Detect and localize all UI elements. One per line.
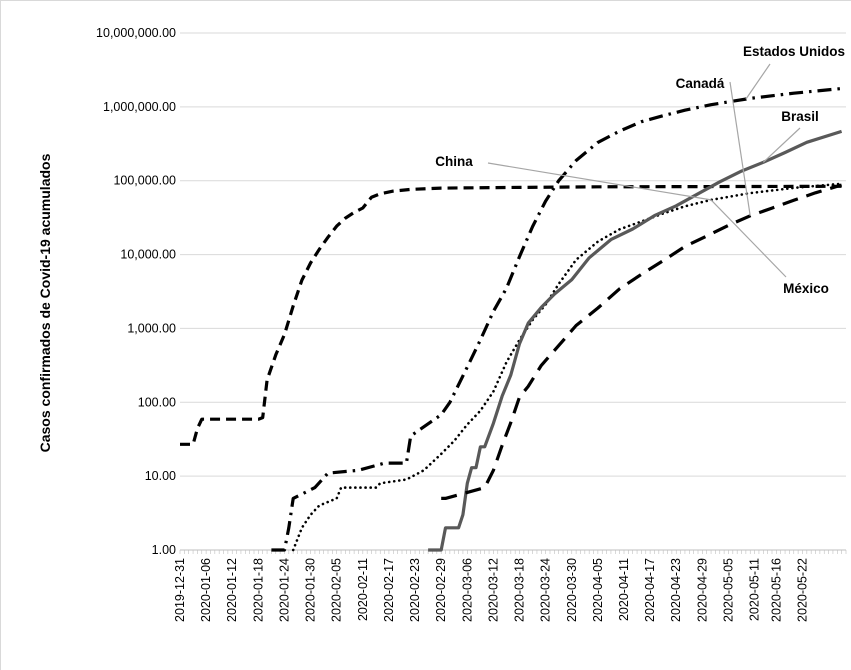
x-tick-label: 2020-02-11 (356, 558, 370, 621)
x-tick-label: 2020-05-11 (748, 558, 762, 621)
y-tick-label: 10,000,000.00 (96, 26, 176, 40)
x-tick-label: 2020-04-23 (669, 558, 683, 622)
annotation-label: Brasil (781, 109, 819, 124)
annotation-leader (487, 162, 712, 201)
x-tick-label: 2020-04-05 (591, 558, 605, 622)
x-tick-label: 2020-03-24 (539, 558, 553, 622)
x-tick-label: 2020-05-22 (796, 558, 810, 622)
annotation-leader (729, 81, 751, 216)
y-tick-label: 1.00 (152, 543, 176, 557)
x-tick-label: 2020-01-30 (304, 558, 318, 622)
x-tick-label: 2020-04-17 (643, 558, 657, 622)
x-tick-label: 2020-01-24 (278, 558, 292, 622)
y-tick-label: 1,000.00 (127, 321, 176, 335)
x-axis: 2019-12-31 2020-01-06 2020-01-12 2020-01-18… (173, 549, 847, 622)
x-tick-label: 2020-05-05 (722, 558, 736, 622)
x-tick-label: 2020-01-18 (251, 558, 265, 622)
y-axis-ticks: 1.00 10.00 100.00 1,000.00 10,000.00 100,000.… (96, 26, 176, 557)
annotation-label: Estados Unidos (743, 44, 845, 59)
annotations: Estados Unidos Canadá Brasil China México (435, 44, 845, 296)
x-tick-label: 2020-02-29 (434, 558, 448, 622)
y-tick-label: 100,000.00 (113, 174, 176, 188)
y-tick-label: 100.00 (138, 395, 176, 409)
y-tick-label: 10.00 (145, 469, 176, 483)
x-tick-label: 2020-01-06 (199, 558, 213, 622)
x-tick-label: 2020-03-12 (486, 558, 500, 622)
series-line (441, 183, 843, 500)
x-tick-label: 2020-03-30 (565, 558, 579, 622)
x-tick-label: 2020-05-16 (769, 558, 783, 622)
x-tick-label: 2020-02-05 (330, 558, 344, 622)
annotation-label: Canadá (676, 76, 725, 91)
series-lines (180, 86, 843, 552)
annotation-leader (710, 199, 787, 278)
series-line (271, 86, 842, 552)
annotation-leader (762, 127, 801, 163)
series-line (428, 129, 843, 552)
series-line (180, 184, 842, 446)
y-axis-label: Casos confirmados de Covid-19 acumulados (37, 153, 53, 452)
x-tick-label: 2019-12-31 (173, 558, 187, 622)
x-tick-label: 2020-04-11 (617, 558, 631, 621)
x-tick-label: 2020-02-17 (382, 558, 396, 622)
x-tick-label: 2020-01-12 (225, 558, 239, 622)
y-tick-label: 10,000.00 (120, 248, 176, 262)
x-tick-label: 2020-03-06 (460, 558, 474, 622)
x-tick-label: 2020-04-29 (695, 558, 709, 622)
series-line (291, 182, 843, 552)
x-tick-label: 2020-03-18 (513, 558, 527, 622)
y-tick-label: 1,000,000.00 (103, 100, 176, 114)
annotation-label: China (435, 154, 473, 169)
annotation-label: México (783, 281, 829, 296)
x-tick-label: 2020-02-23 (408, 558, 422, 622)
annotation-leader (745, 63, 771, 100)
